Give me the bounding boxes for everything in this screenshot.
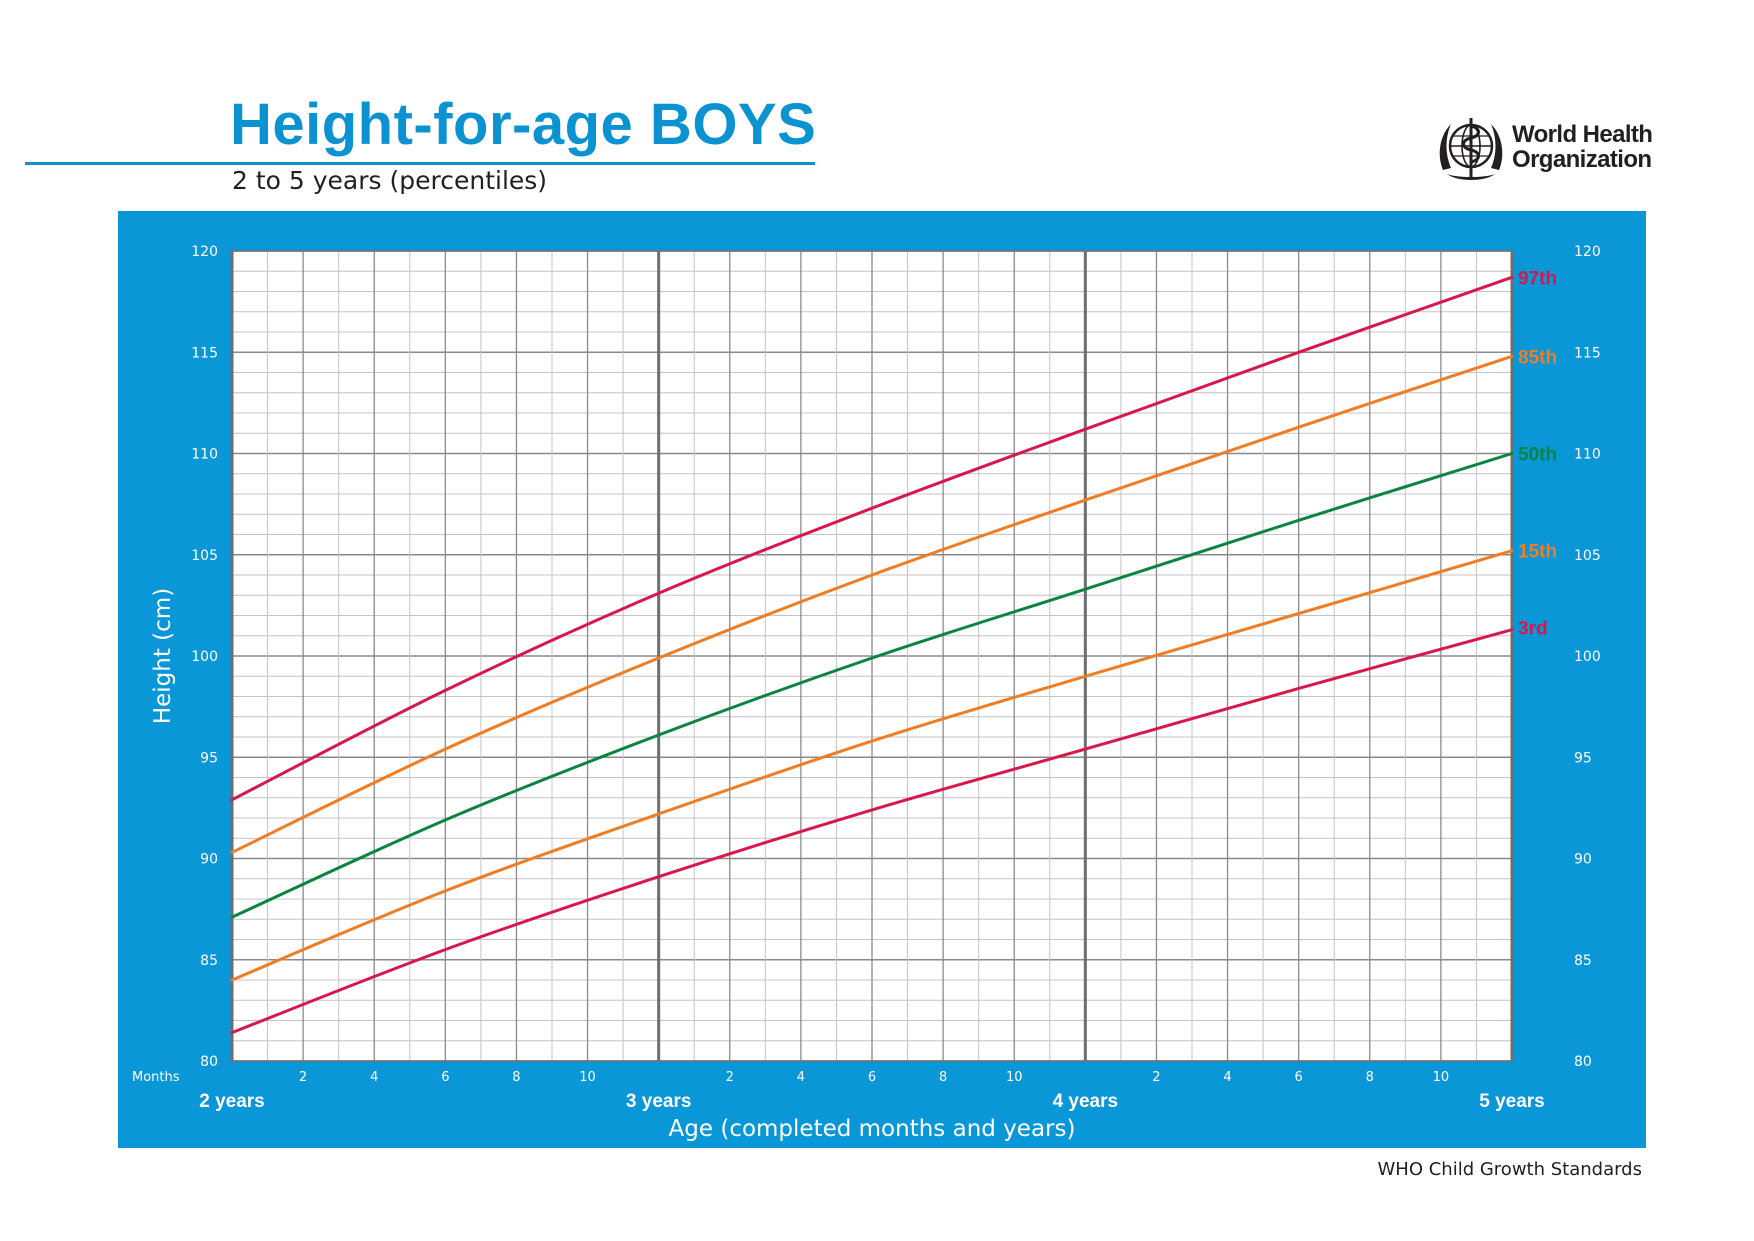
plot-frame (231, 250, 1513, 1062)
page-subtitle: 2 to 5 years (percentiles) (232, 166, 548, 195)
labels-layer: 97th 85th 50th 15th 3rd 80 80 85 85 90 90 95 95 100 10… (191, 244, 1600, 1112)
y-tick-label-right: 120 (1574, 244, 1601, 260)
x-axis-label: Age (completed months and years) (669, 1116, 1076, 1142)
x-month-tick-label: 6 (1295, 1070, 1303, 1085)
y-tick-label-right: 115 (1574, 345, 1601, 361)
grid-major (230, 250, 1514, 1062)
y-tick-label-left: 80 (200, 1054, 218, 1070)
who-logo: World Health Organization (1435, 112, 1665, 184)
chart-panel: 97th 85th 50th 15th 3rd 80 80 85 85 90 90 95 95 100 10… (118, 211, 1646, 1148)
y-tick-label-right: 85 (1574, 953, 1592, 969)
y-axis-label: Height (cm) (150, 588, 176, 724)
grid-minor (232, 250, 1512, 1062)
y-tick-label-left: 100 (191, 649, 218, 665)
y-tick-label-right: 100 (1574, 649, 1601, 665)
x-month-tick-label: 8 (1366, 1070, 1374, 1085)
y-tick-label-left: 115 (191, 345, 218, 361)
series-label-3rd: 3rd (1518, 619, 1548, 640)
series-line-85th (230, 354, 1514, 854)
x-unit-label: Months (132, 1070, 180, 1085)
page-title: Height-for-age BOYS (230, 92, 817, 157)
y-tick-label-left: 120 (191, 244, 218, 260)
x-month-tick-label: 4 (797, 1070, 805, 1085)
series-line-15th (230, 549, 1514, 982)
y-tick-label-right: 95 (1574, 750, 1592, 766)
title-underline (25, 162, 815, 165)
who-org-line2: Organization (1512, 146, 1652, 173)
series-label-97th: 97th (1518, 268, 1557, 289)
y-tick-label-right: 90 (1574, 852, 1592, 868)
x-year-tick-label: 2 years (199, 1091, 265, 1112)
x-month-tick-label: 4 (1223, 1070, 1231, 1085)
x-month-tick-label: 10 (1006, 1070, 1023, 1085)
x-month-tick-label: 8 (512, 1070, 520, 1085)
x-month-tick-label: 6 (868, 1070, 876, 1085)
y-tick-label-right: 80 (1574, 1054, 1592, 1070)
x-month-tick-label: 8 (939, 1070, 947, 1085)
series-layer (230, 275, 1514, 1035)
series-line-50th (230, 452, 1514, 919)
y-tick-label-right: 105 (1574, 548, 1601, 564)
y-tick-label-left: 110 (191, 447, 218, 463)
x-year-tick-label: 5 years (1479, 1091, 1545, 1112)
x-month-tick-label: 2 (726, 1070, 734, 1085)
series-label-50th: 50th (1518, 445, 1557, 466)
x-month-tick-label: 6 (441, 1070, 449, 1085)
y-tick-label-left: 95 (200, 750, 218, 766)
who-org-line1: World Health (1512, 121, 1653, 148)
series-line-97th (230, 275, 1514, 802)
y-tick-label-left: 105 (191, 548, 218, 564)
y-tick-label-right: 110 (1574, 447, 1601, 463)
who-org-name: World Health Organization (1512, 121, 1653, 173)
footer-source: WHO Child Growth Standards (1377, 1159, 1643, 1180)
x-year-tick-label: 4 years (1053, 1091, 1119, 1112)
y-tick-label-left: 85 (200, 953, 218, 969)
y-tick-label-left: 90 (200, 852, 218, 868)
x-month-tick-label: 2 (1152, 1070, 1160, 1085)
height-for-age-chart: 97th 85th 50th 15th 3rd 80 80 85 85 90 90 95 95 100 10… (132, 244, 1601, 1142)
who-emblem-icon (1439, 118, 1503, 180)
series-label-85th: 85th (1518, 347, 1557, 368)
series-line-3rd (230, 628, 1514, 1035)
x-year-tick-label: 3 years (626, 1091, 692, 1112)
x-month-tick-label: 10 (1433, 1070, 1450, 1085)
x-month-tick-label: 2 (299, 1070, 307, 1085)
x-month-tick-label: 4 (370, 1070, 378, 1085)
x-month-tick-label: 10 (579, 1070, 596, 1085)
series-label-15th: 15th (1518, 542, 1557, 563)
